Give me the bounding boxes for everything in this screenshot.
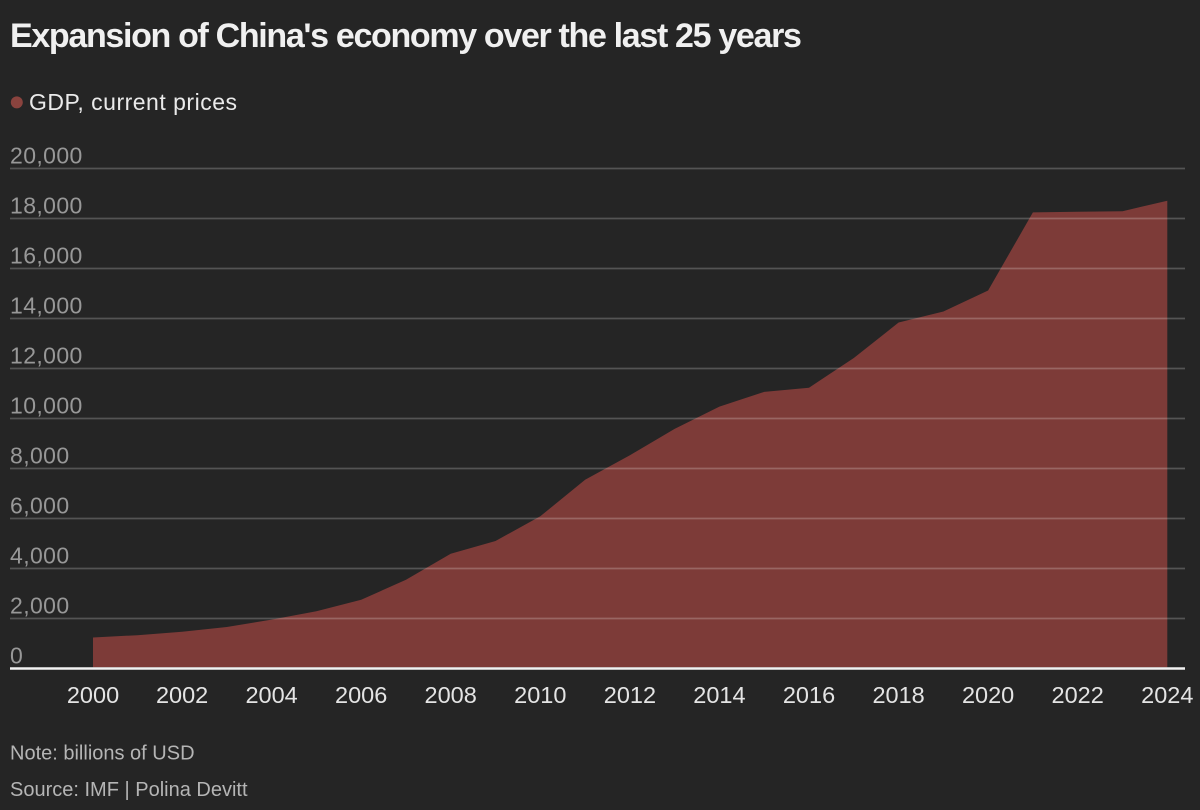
svg-text:2010: 2010 [514,682,566,708]
svg-text:18,000: 18,000 [10,193,83,219]
svg-text:14,000: 14,000 [10,293,83,319]
svg-text:8,000: 8,000 [10,443,70,469]
svg-text:2022: 2022 [1052,682,1104,708]
svg-text:4,000: 4,000 [10,543,70,569]
svg-text:2016: 2016 [783,682,835,708]
svg-text:Source: IMF | Polina Devitt: Source: IMF | Polina Devitt [10,779,248,801]
svg-text:2000: 2000 [67,682,119,708]
svg-text:20,000: 20,000 [10,143,83,169]
svg-text:2018: 2018 [872,682,924,708]
svg-text:Expansion of China's economy o: Expansion of China's economy over the la… [10,17,801,55]
svg-text:2,000: 2,000 [10,593,70,619]
svg-text:2014: 2014 [693,682,745,708]
svg-text:16,000: 16,000 [10,243,83,269]
svg-text:10,000: 10,000 [10,393,83,419]
svg-text:2008: 2008 [425,682,477,708]
svg-text:2020: 2020 [962,682,1014,708]
svg-text:2024: 2024 [1141,682,1193,708]
svg-text:2002: 2002 [156,682,208,708]
svg-text:Note: billions of USD: Note: billions of USD [10,743,195,765]
svg-text:12,000: 12,000 [10,343,83,369]
svg-text:GDP, current prices: GDP, current prices [29,89,237,115]
svg-text:6,000: 6,000 [10,493,70,519]
svg-text:2012: 2012 [604,682,656,708]
svg-text:0: 0 [10,643,23,669]
svg-text:2006: 2006 [335,682,387,708]
svg-text:2004: 2004 [245,682,297,708]
